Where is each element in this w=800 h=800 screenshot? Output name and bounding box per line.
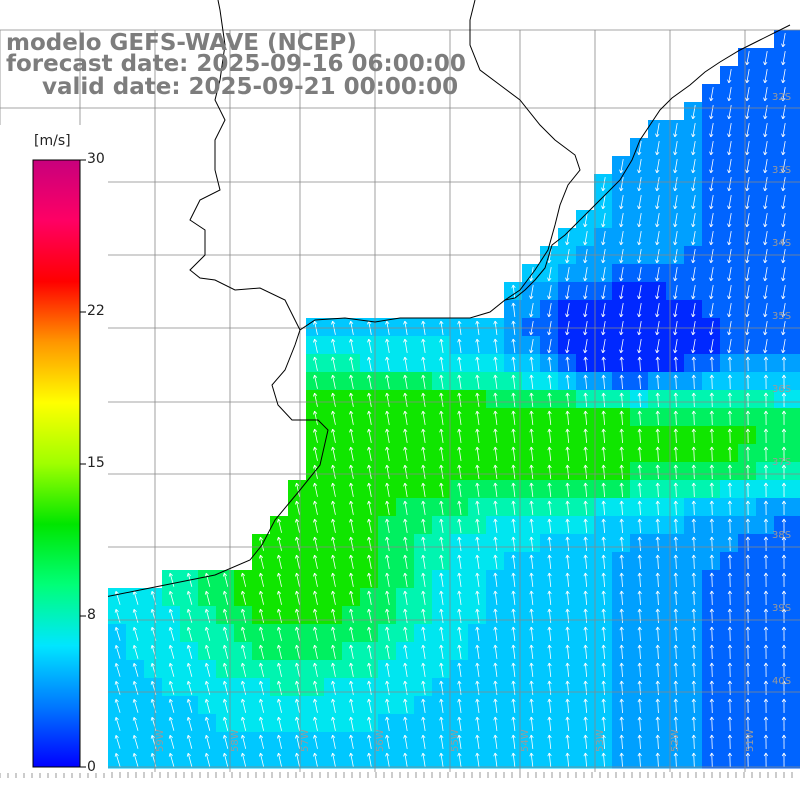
lat-label: 34S bbox=[772, 238, 791, 249]
coastline bbox=[0, 24, 791, 616]
lat-label: 39S bbox=[772, 603, 791, 614]
lon-label: 52W bbox=[670, 729, 681, 752]
lat-label: 40S bbox=[772, 676, 791, 687]
lon-label: 56W bbox=[375, 729, 386, 752]
lon-label: 53W bbox=[595, 729, 606, 752]
title-forecast-date: forecast date: 2025-09-16 06:00:00 bbox=[6, 51, 466, 77]
title-valid-date: valid date: 2025-09-21 00:00:00 bbox=[42, 74, 459, 100]
coastline-east bbox=[469, 0, 581, 301]
lon-label: 51W bbox=[745, 729, 756, 752]
lon-label: 57W bbox=[300, 729, 311, 752]
lat-label: 38S bbox=[772, 530, 791, 541]
lon-label: 59W bbox=[155, 729, 166, 752]
graticule: 61W60W59W58W57W56W55W54W53W52W51W32S33S3… bbox=[0, 29, 800, 778]
colorbar bbox=[0, 125, 108, 773]
lon-label: 55W bbox=[450, 729, 461, 752]
lat-label: 33S bbox=[772, 165, 791, 176]
lat-label: 36S bbox=[772, 384, 791, 395]
title-model: modelo GEFS-WAVE (NCEP) bbox=[6, 30, 357, 56]
coastline-interior bbox=[189, 0, 301, 331]
lat-label: 32S bbox=[772, 92, 791, 103]
colorbar-ramp bbox=[32, 159, 81, 768]
lat-label: 35S bbox=[772, 311, 791, 322]
lat-label: 37S bbox=[772, 457, 791, 468]
lon-label: 54W bbox=[520, 729, 531, 752]
lon-label: 58W bbox=[230, 729, 241, 752]
